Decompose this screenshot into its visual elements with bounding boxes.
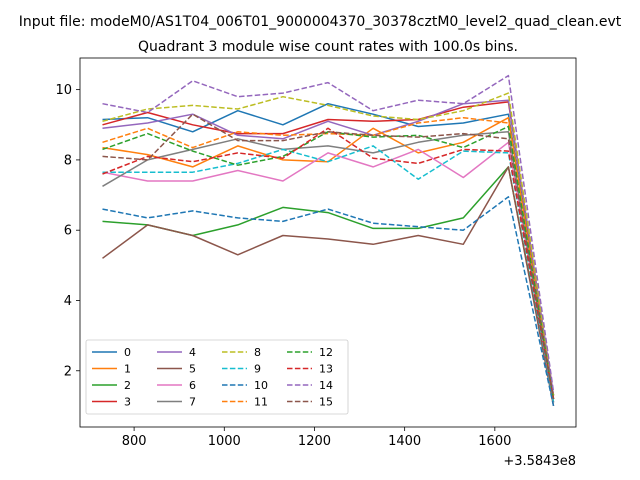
y-tick-label: 8: [64, 153, 72, 168]
y-tick-label: 10: [55, 83, 72, 98]
legend-label-2: 2: [124, 379, 131, 392]
plot-area: 800 1000 1200 1400 1600+3.5843e8246810012345…: [55, 57, 577, 469]
legend-label-12: 12: [319, 346, 333, 359]
x-tick-label: 800: [122, 434, 147, 449]
series-line-15: [102, 113, 555, 400]
legend-label-1: 1: [124, 363, 131, 376]
y-tick-label: 4: [64, 294, 72, 309]
x-tick-label: 1000: [208, 434, 241, 449]
series-line-7: [102, 131, 555, 403]
axes-frame: [79, 57, 577, 428]
legend-label-10: 10: [254, 379, 268, 392]
legend: [85, 339, 349, 415]
series-line-5: [102, 166, 555, 407]
series-line-4: [102, 99, 555, 396]
x-tick-label: 1400: [388, 434, 421, 449]
legend-label-8: 8: [254, 346, 261, 359]
series-line-12: [102, 125, 555, 400]
series-line-13: [102, 127, 555, 400]
legend-label-15: 15: [319, 396, 333, 409]
legend-label-13: 13: [319, 363, 333, 376]
series-line-11: [102, 116, 555, 400]
x-tick-label: 1600: [478, 434, 511, 449]
series-line-9: [102, 145, 555, 403]
legend-label-11: 11: [254, 396, 268, 409]
x-tick-label: 1200: [298, 434, 331, 449]
chart-title: Quadrant 3 module wise count rates with …: [138, 39, 518, 55]
legend-label-7: 7: [189, 396, 196, 409]
legend-label-9: 9: [254, 363, 261, 376]
x-offset-label: +3.5843e8: [503, 454, 576, 469]
legend-label-4: 4: [189, 346, 196, 359]
y-tick-label: 2: [64, 364, 72, 379]
legend-label-6: 6: [189, 379, 196, 392]
series-line-14: [102, 74, 555, 393]
series-line-6: [102, 141, 555, 403]
legend-label-0: 0: [124, 346, 131, 359]
legend-label-14: 14: [319, 379, 333, 392]
y-tick-label: 6: [64, 224, 72, 239]
legend-label-5: 5: [189, 363, 196, 376]
series-line-0: [102, 102, 555, 400]
legend-label-3: 3: [124, 396, 131, 409]
suptitle: Input file: modeM0/AS1T04_006T01_9000004…: [19, 14, 622, 30]
series-line-8: [102, 92, 555, 396]
series-line-10: [102, 196, 555, 407]
